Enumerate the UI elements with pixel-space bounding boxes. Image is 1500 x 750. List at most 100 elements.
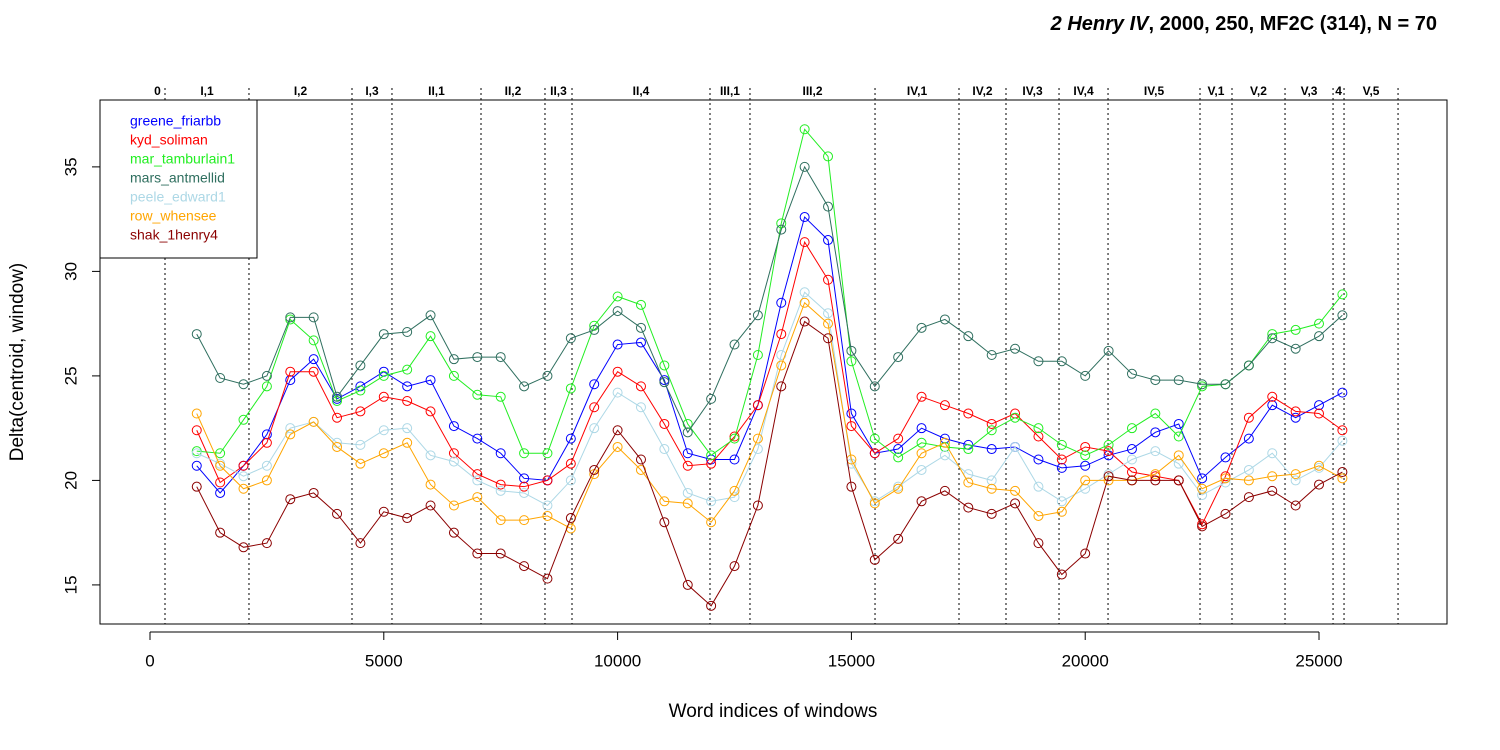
data-point [191, 329, 202, 340]
series-line [196, 301, 1343, 530]
data-point [402, 381, 413, 392]
scene-label: V,5 [1363, 84, 1380, 98]
data-point [776, 381, 787, 392]
data-point [1337, 289, 1348, 300]
data-point [706, 450, 717, 461]
data-point [355, 385, 366, 396]
scene-label: IV,1 [907, 84, 928, 98]
data-point [565, 475, 576, 486]
data-point [1173, 458, 1184, 469]
data-point [916, 391, 927, 402]
data-point [659, 496, 670, 507]
scene-label: I,1 [200, 84, 214, 98]
x-tick-label: 10000 [594, 651, 641, 670]
data-point [659, 418, 670, 429]
data-point [1103, 345, 1114, 356]
data-point [378, 448, 389, 459]
data-point [1197, 473, 1208, 484]
data-point [729, 561, 740, 572]
data-point [1010, 412, 1021, 423]
data-point [472, 492, 483, 503]
data-point [378, 391, 389, 402]
data-point [308, 312, 319, 323]
data-point [1126, 444, 1137, 455]
data-point [495, 352, 506, 363]
data-point [1220, 452, 1231, 463]
data-point [589, 464, 600, 475]
data-point [986, 475, 997, 486]
data-point [238, 471, 249, 482]
data-point [682, 418, 693, 429]
data-point [869, 498, 880, 509]
x-tick-label: 15000 [828, 651, 875, 670]
data-point [261, 538, 272, 549]
data-point [1150, 475, 1161, 486]
scene-label: I,2 [294, 84, 308, 98]
data-point [308, 354, 319, 365]
data-point [1080, 450, 1091, 461]
data-point [799, 161, 810, 172]
data-point [519, 515, 530, 526]
data-point [425, 450, 436, 461]
data-point [519, 561, 530, 572]
x-tick-label: 20000 [1062, 651, 1109, 670]
data-point [823, 333, 834, 344]
data-point [1150, 408, 1161, 419]
data-point [1173, 375, 1184, 386]
data-point [846, 356, 857, 367]
data-point [589, 402, 600, 413]
data-point [355, 360, 366, 371]
data-point [612, 387, 623, 398]
data-point [986, 425, 997, 436]
data-point [1267, 391, 1278, 402]
data-point [238, 414, 249, 425]
data-point [659, 517, 670, 528]
data-point [846, 345, 857, 356]
data-point [519, 381, 530, 392]
scene-label: V,2 [1250, 84, 1267, 98]
scene-label: IV,2 [972, 84, 993, 98]
data-point [285, 429, 296, 440]
data-point [1126, 454, 1137, 465]
data-point [1314, 318, 1325, 329]
data-point [612, 339, 623, 350]
data-point [448, 500, 459, 511]
data-point [378, 425, 389, 436]
data-point [1080, 548, 1091, 559]
data-point [1243, 433, 1254, 444]
data-point [1103, 471, 1114, 482]
data-point [893, 444, 904, 455]
title-work: 2 Henry IV [1050, 13, 1150, 35]
data-point [565, 333, 576, 344]
data-point [1314, 408, 1325, 419]
data-point [1126, 423, 1137, 434]
title-rest: , 2000, 250, MF2C (314), N = 70 [1149, 13, 1438, 35]
data-point [285, 366, 296, 377]
data-point [1033, 538, 1044, 549]
data-point [869, 554, 880, 565]
data-point [1290, 475, 1301, 486]
data-point [589, 423, 600, 434]
data-point [1056, 356, 1067, 367]
scene-label: II,1 [428, 84, 445, 98]
data-point [402, 327, 413, 338]
data-point [1243, 412, 1254, 423]
data-point [1267, 471, 1278, 482]
legend-label: greene_friarbb [130, 113, 221, 129]
data-point [1056, 506, 1067, 517]
scene-label: III,1 [720, 84, 740, 98]
data-point [799, 124, 810, 135]
scene-label: II,3 [550, 84, 567, 98]
data-point [519, 487, 530, 498]
series-line [196, 128, 1343, 459]
data-point [589, 324, 600, 335]
data-point [355, 439, 366, 450]
data-point [776, 218, 787, 229]
data-point [1243, 492, 1254, 503]
data-point [1267, 333, 1278, 344]
legend-label: mar_tamburlain1 [130, 151, 235, 167]
data-point [986, 444, 997, 455]
data-point [752, 349, 763, 360]
data-point [752, 310, 763, 321]
